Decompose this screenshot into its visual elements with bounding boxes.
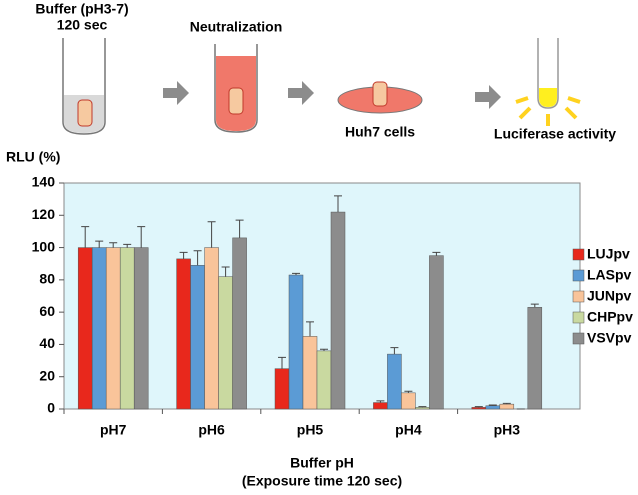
bar <box>288 274 304 410</box>
light <box>539 88 557 107</box>
x-tick-label: pH4 <box>395 422 422 438</box>
bar <box>91 247 107 410</box>
error-bar <box>81 226 90 248</box>
bar <box>429 255 444 410</box>
bar <box>316 350 332 410</box>
error-bar <box>123 243 132 248</box>
error-bar <box>334 195 342 213</box>
error-bar <box>292 272 300 276</box>
bar <box>485 405 501 410</box>
error-bar <box>390 347 399 355</box>
bar <box>232 237 247 410</box>
annotation: Neutralization <box>190 19 283 35</box>
error-bar <box>530 303 539 308</box>
error-bar <box>376 400 385 403</box>
legend-label: CHPpv <box>587 309 633 325</box>
x-tick-label: pH5 <box>297 422 324 438</box>
error-bar <box>221 266 230 277</box>
error-bar <box>404 390 413 393</box>
bar <box>527 307 543 410</box>
bar <box>415 407 430 410</box>
bar <box>133 247 149 410</box>
bar <box>204 247 219 410</box>
error-bar <box>320 348 328 351</box>
bar <box>176 258 191 410</box>
bar <box>499 403 515 410</box>
y-tick-label: 20 <box>39 367 55 383</box>
legend-swatch <box>572 269 585 282</box>
bar <box>471 407 487 410</box>
error-bar <box>488 404 497 406</box>
y-tick-label: 80 <box>39 271 55 287</box>
arrow <box>163 81 189 105</box>
error-bar <box>95 240 104 248</box>
bar <box>302 336 318 410</box>
error-bar <box>179 251 188 259</box>
virus <box>77 99 93 127</box>
legend-swatch <box>572 248 585 261</box>
legend-label: LASpv <box>587 267 632 283</box>
error-bar <box>502 402 511 405</box>
legend-label: LUJpv <box>587 246 630 262</box>
tube <box>214 44 258 133</box>
error-bar <box>235 219 244 238</box>
annotation: 120 sec <box>57 17 108 33</box>
bar <box>373 402 388 410</box>
tube <box>62 38 106 135</box>
error-bar <box>193 250 202 266</box>
x-tick-label: pH6 <box>198 422 225 438</box>
legend-swatch <box>572 290 585 303</box>
error-bar <box>137 226 146 248</box>
legend-label: JUNpv <box>587 288 632 304</box>
legend-swatch <box>572 311 585 324</box>
arrow <box>475 85 501 109</box>
x-axis-label: Buffer pH <box>290 455 354 471</box>
bar <box>105 247 121 410</box>
bar <box>190 265 205 410</box>
legend-label: VSVpv <box>587 330 632 346</box>
y-tick-label: 60 <box>39 303 55 319</box>
arrow <box>288 81 314 105</box>
error-bar <box>207 221 216 248</box>
x-tick-label: pH3 <box>494 422 521 438</box>
rays <box>515 96 581 126</box>
error-bar <box>306 321 314 337</box>
y-axis-label: RLU (%) <box>6 149 60 165</box>
annotation: Huh7 cells <box>345 124 415 140</box>
error-bar <box>109 242 118 248</box>
bar <box>218 276 233 410</box>
x-tick-label: pH7 <box>100 422 127 438</box>
error-bar <box>474 406 483 408</box>
bar <box>401 392 416 410</box>
bar <box>330 211 346 410</box>
bar <box>119 247 135 410</box>
virus <box>228 87 244 115</box>
error-bar <box>418 406 427 408</box>
bar <box>77 247 93 410</box>
y-tick-label: 40 <box>39 335 55 351</box>
y-tick-label: 140 <box>32 174 56 190</box>
annotation: Luciferase activity <box>494 126 616 142</box>
bar <box>274 368 290 410</box>
annotation: Buffer (pH3-7) <box>35 1 128 17</box>
tube <box>537 38 559 109</box>
bar <box>387 353 402 410</box>
y-tick-label: 0 <box>47 400 55 416</box>
x-axis-label: (Exposure time 120 sec) <box>242 473 402 489</box>
legend-swatch <box>572 332 585 345</box>
virus <box>372 81 388 107</box>
error-bar <box>432 251 441 256</box>
y-tick-label: 100 <box>32 238 56 254</box>
diagram: Buffer (pH3-7) 120 sec Neutralization Hu… <box>35 1 616 142</box>
error-bar <box>278 356 286 369</box>
y-tick-label: 120 <box>32 206 56 222</box>
